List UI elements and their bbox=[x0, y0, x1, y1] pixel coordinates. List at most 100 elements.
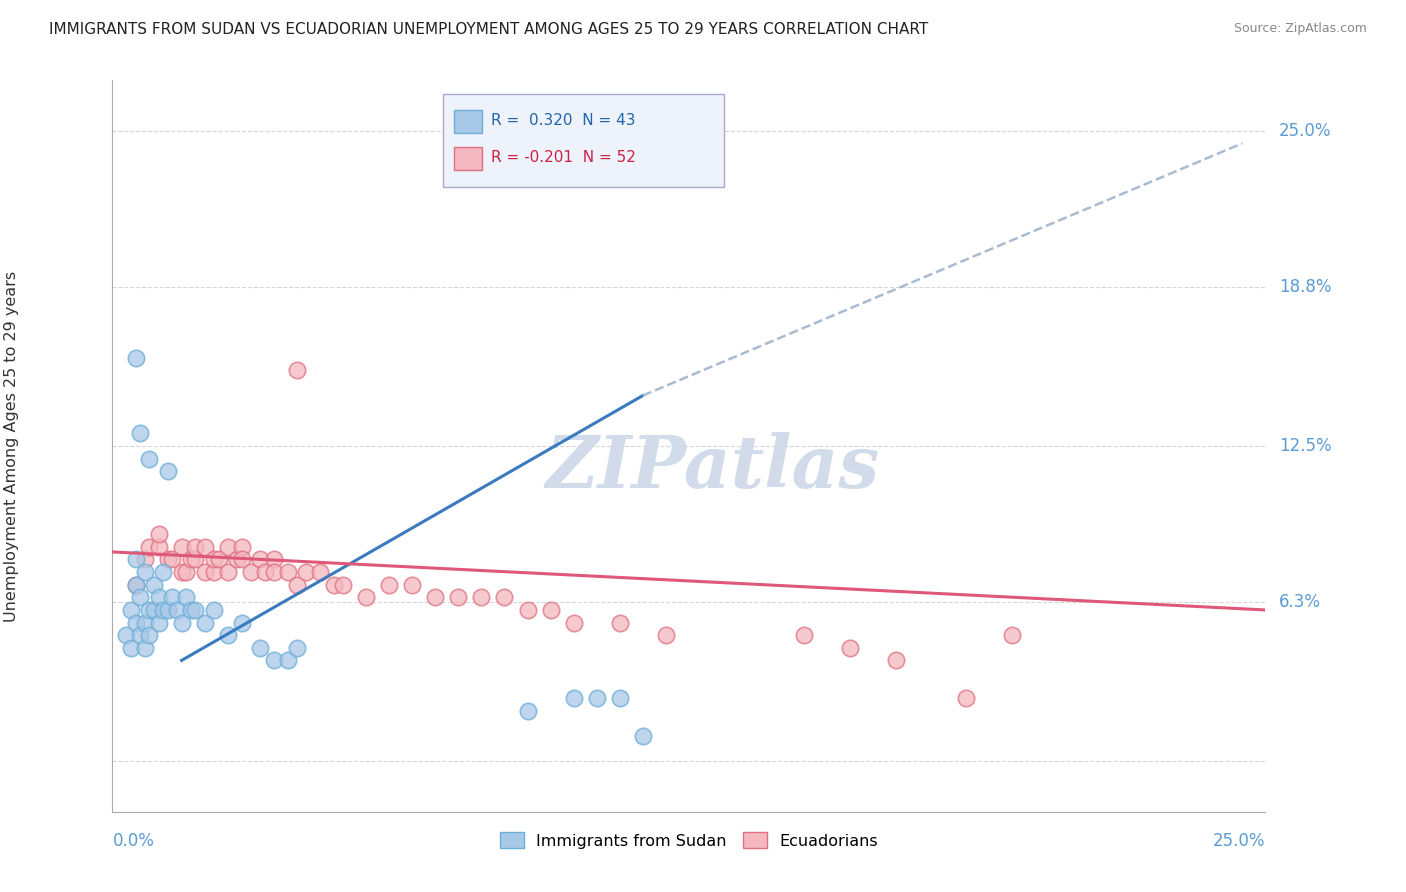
Point bbox=[354, 591, 377, 605]
Text: 25.0%: 25.0% bbox=[1213, 832, 1265, 850]
Point bbox=[793, 628, 815, 642]
Point bbox=[263, 565, 285, 579]
Point bbox=[655, 628, 678, 642]
Text: 25.0%: 25.0% bbox=[1279, 121, 1331, 140]
Text: 0.0%: 0.0% bbox=[112, 832, 155, 850]
Point bbox=[148, 527, 170, 541]
Point bbox=[516, 704, 538, 718]
Point bbox=[184, 603, 207, 617]
Point bbox=[129, 628, 152, 642]
Point bbox=[115, 628, 138, 642]
Point bbox=[202, 603, 225, 617]
Point bbox=[120, 640, 142, 655]
Point bbox=[378, 578, 401, 592]
Point bbox=[277, 565, 299, 579]
Text: Source: ZipAtlas.com: Source: ZipAtlas.com bbox=[1233, 22, 1367, 36]
Point bbox=[120, 603, 142, 617]
Point bbox=[295, 565, 318, 579]
Point bbox=[124, 578, 146, 592]
Point bbox=[309, 565, 332, 579]
Point bbox=[322, 578, 344, 592]
Point bbox=[170, 540, 193, 554]
Point bbox=[162, 552, 184, 566]
Point bbox=[148, 540, 170, 554]
Point bbox=[217, 628, 239, 642]
Point bbox=[184, 540, 207, 554]
Point bbox=[194, 540, 217, 554]
Point bbox=[253, 565, 276, 579]
Point bbox=[516, 603, 538, 617]
Point bbox=[170, 565, 193, 579]
Point bbox=[494, 591, 516, 605]
Point bbox=[124, 615, 146, 630]
Point bbox=[194, 565, 217, 579]
Point bbox=[202, 552, 225, 566]
Point bbox=[886, 653, 908, 667]
Point bbox=[263, 653, 285, 667]
Point bbox=[332, 578, 354, 592]
Point bbox=[285, 578, 308, 592]
Point bbox=[184, 552, 207, 566]
Point bbox=[401, 578, 423, 592]
Point bbox=[231, 615, 253, 630]
Point bbox=[285, 640, 308, 655]
Point bbox=[540, 603, 562, 617]
Point bbox=[447, 591, 470, 605]
Point bbox=[134, 615, 156, 630]
Point bbox=[143, 578, 166, 592]
Point bbox=[152, 603, 174, 617]
Point bbox=[138, 628, 160, 642]
Point bbox=[143, 603, 166, 617]
Point bbox=[138, 540, 160, 554]
Text: IMMIGRANTS FROM SUDAN VS ECUADORIAN UNEMPLOYMENT AMONG AGES 25 TO 29 YEARS CORRE: IMMIGRANTS FROM SUDAN VS ECUADORIAN UNEM… bbox=[49, 22, 928, 37]
Point bbox=[249, 640, 271, 655]
Point bbox=[217, 540, 239, 554]
Point bbox=[152, 565, 174, 579]
Point bbox=[239, 565, 262, 579]
Point bbox=[124, 552, 146, 566]
Point bbox=[562, 615, 585, 630]
Point bbox=[134, 552, 156, 566]
Point bbox=[156, 552, 179, 566]
Point bbox=[231, 552, 253, 566]
Point bbox=[285, 363, 308, 377]
Point bbox=[277, 653, 299, 667]
Text: 6.3%: 6.3% bbox=[1279, 593, 1322, 611]
Text: 12.5%: 12.5% bbox=[1279, 437, 1331, 455]
Point bbox=[170, 615, 193, 630]
Point bbox=[1001, 628, 1024, 642]
Point bbox=[148, 615, 170, 630]
Point bbox=[425, 591, 447, 605]
Point bbox=[124, 578, 146, 592]
Point bbox=[180, 603, 202, 617]
Point bbox=[955, 691, 977, 706]
Point bbox=[609, 691, 631, 706]
Text: R =  0.320  N = 43: R = 0.320 N = 43 bbox=[491, 113, 636, 128]
Point bbox=[470, 591, 492, 605]
Point bbox=[585, 691, 607, 706]
Point bbox=[217, 565, 239, 579]
Point bbox=[839, 640, 862, 655]
Text: Unemployment Among Ages 25 to 29 years: Unemployment Among Ages 25 to 29 years bbox=[4, 270, 18, 622]
Point bbox=[156, 464, 179, 478]
Point bbox=[207, 552, 229, 566]
Point bbox=[162, 591, 184, 605]
Text: R = -0.201  N = 52: R = -0.201 N = 52 bbox=[491, 151, 636, 165]
Point bbox=[609, 615, 631, 630]
Point bbox=[174, 591, 197, 605]
Point bbox=[226, 552, 249, 566]
Point bbox=[166, 603, 188, 617]
Point bbox=[134, 640, 156, 655]
Point bbox=[202, 565, 225, 579]
Point bbox=[174, 565, 197, 579]
Point bbox=[134, 565, 156, 579]
Point bbox=[138, 451, 160, 466]
Point bbox=[194, 615, 217, 630]
Point bbox=[138, 603, 160, 617]
Point bbox=[231, 540, 253, 554]
Legend: Immigrants from Sudan, Ecuadorians: Immigrants from Sudan, Ecuadorians bbox=[494, 826, 884, 855]
Point bbox=[129, 591, 152, 605]
Point bbox=[249, 552, 271, 566]
Point bbox=[180, 552, 202, 566]
Point bbox=[631, 729, 654, 743]
